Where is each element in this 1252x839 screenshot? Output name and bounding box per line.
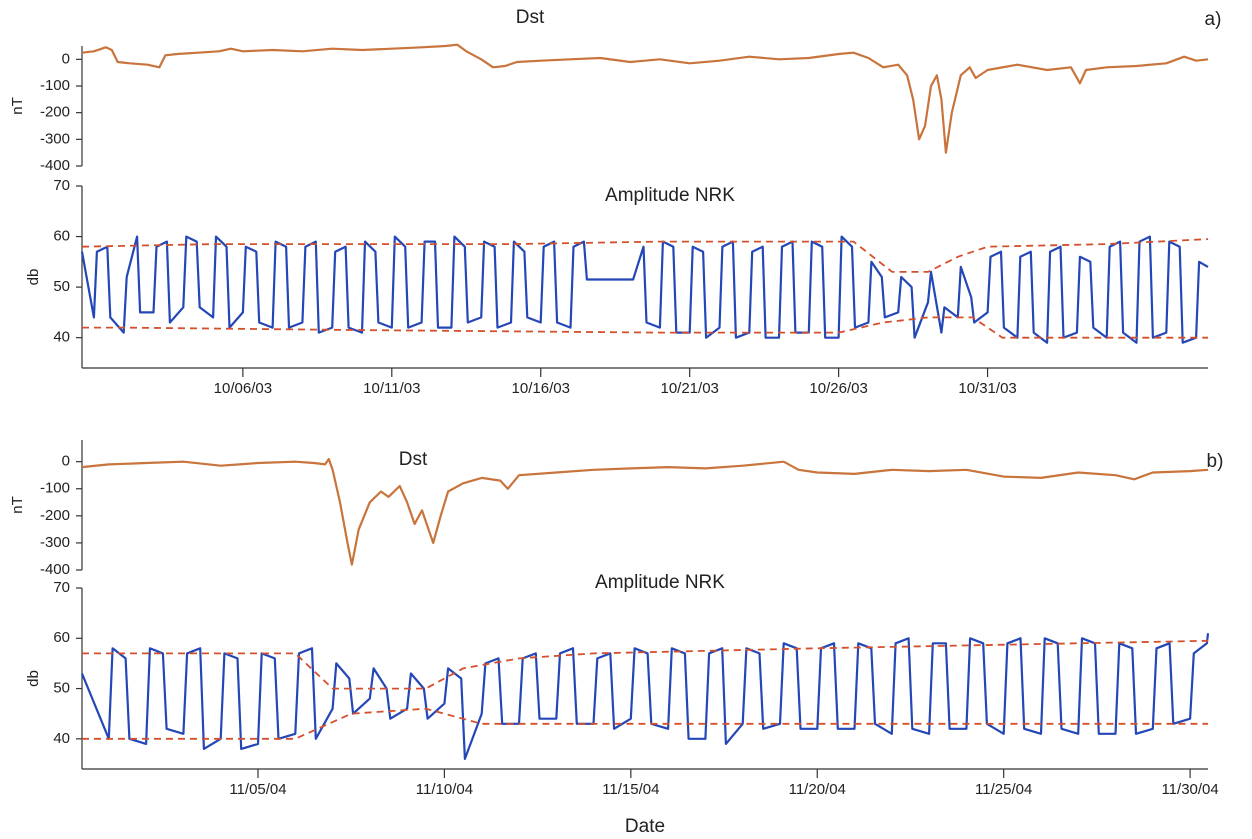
chart-title: Dst (399, 449, 428, 470)
x-tick-label: 10/21/03 (660, 380, 718, 397)
y-tick-label: 0 (62, 50, 70, 67)
x-tick-label: 10/11/03 (363, 380, 420, 397)
x-tick-label: 11/05/04 (229, 781, 286, 798)
x-axis-label: Date (625, 816, 665, 837)
x-tick-label: 11/25/04 (975, 781, 1032, 798)
chart-title: Amplitude NRK (605, 185, 735, 206)
x-tick-label: 10/31/03 (958, 380, 1016, 397)
y-tick-label: -100 (40, 480, 70, 497)
envelope-line (82, 639, 1209, 690)
y-tick-label: 0 (62, 453, 70, 470)
panel-label: b) (1207, 451, 1224, 472)
chart-title: Dst (516, 7, 545, 28)
x-tick-label: 10/26/03 (809, 380, 867, 397)
y-axis-label: nT (9, 97, 26, 115)
y-tick-label: 70 (53, 579, 70, 596)
x-tick-label: 10/06/03 (214, 380, 272, 397)
data-line (80, 633, 1210, 760)
envelope-line (81, 238, 1209, 273)
y-tick-label: -100 (40, 77, 70, 94)
y-tick-label: 40 (53, 730, 70, 747)
chart-title: Amplitude NRK (595, 572, 725, 593)
data-line (80, 235, 1209, 344)
x-tick-label: 11/20/04 (789, 781, 846, 798)
y-tick-label: -200 (40, 507, 70, 524)
y-axis-label: db (25, 269, 42, 286)
x-tick-label: 11/15/04 (602, 781, 659, 798)
y-tick-label: -400 (40, 561, 70, 578)
y-tick-label: 40 (53, 329, 70, 346)
y-tick-label: 60 (53, 629, 70, 646)
y-tick-label: -400 (40, 157, 70, 174)
y-tick-label: -300 (40, 130, 70, 147)
envelope-line (82, 316, 1208, 339)
data-line (81, 457, 1209, 566)
envelope-line (82, 707, 1208, 740)
y-tick-label: 70 (53, 177, 70, 194)
y-axis-label: nT (9, 496, 26, 514)
y-tick-label: 60 (53, 228, 70, 245)
x-tick-label: 11/30/04 (1161, 781, 1218, 798)
y-tick-label: -300 (40, 534, 70, 551)
x-tick-label: 11/10/04 (416, 781, 473, 798)
data-line (81, 43, 1209, 154)
y-tick-label: 50 (53, 680, 70, 697)
x-tick-label: 10/16/03 (512, 380, 570, 397)
y-tick-label: 50 (53, 278, 70, 295)
y-axis-label: db (25, 670, 42, 687)
y-tick-label: -200 (40, 104, 70, 121)
panel-label: a) (1205, 9, 1222, 30)
